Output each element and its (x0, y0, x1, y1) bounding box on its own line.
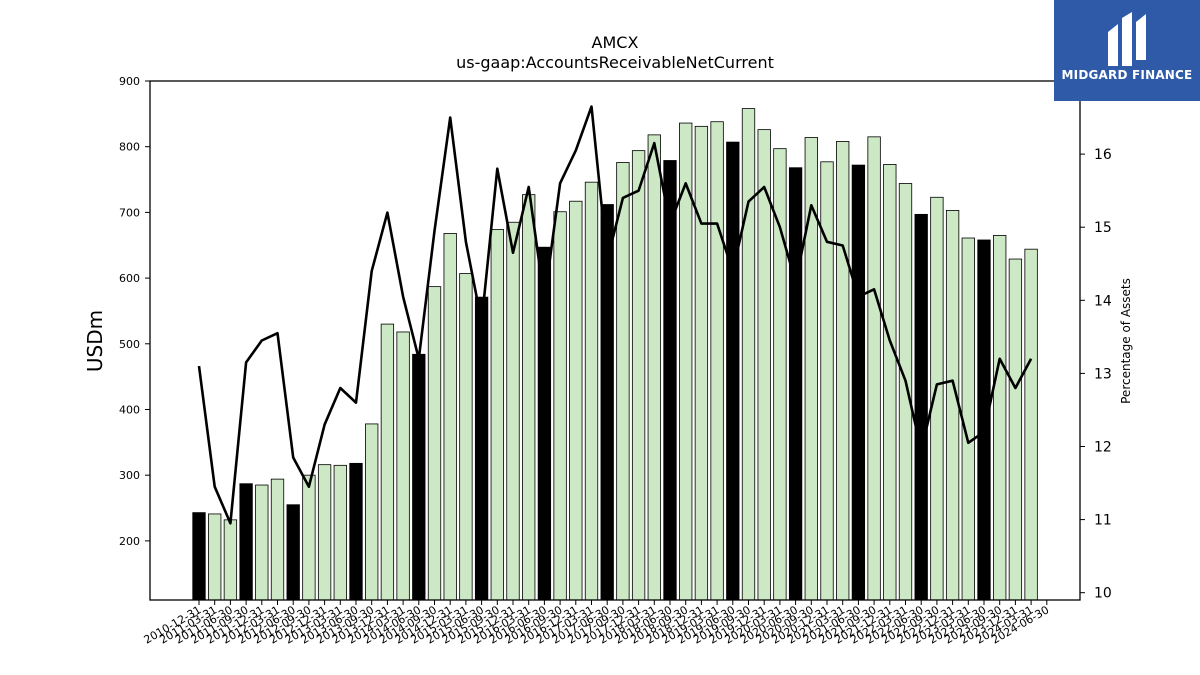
bar (270, 478, 285, 601)
bar (255, 484, 269, 601)
bar (663, 160, 677, 601)
logo-text: MIDGARD FINANCE (1061, 68, 1193, 82)
bar (993, 234, 1007, 601)
midgard-logo-icon (1108, 12, 1146, 66)
chart-subtitle: us-gaap:AccountsReceivableNetCurrent (456, 53, 774, 72)
y-tick-label: 500 (119, 338, 140, 351)
y2-tick-label: 10 (1094, 586, 1112, 602)
bar (474, 296, 489, 601)
bar (694, 125, 709, 601)
bar (1008, 258, 1023, 601)
bar (506, 221, 520, 601)
plot-frame (149, 80, 1081, 601)
bar (726, 141, 740, 601)
bar (898, 183, 913, 601)
bar (710, 121, 724, 601)
y-tick-label: 900 (119, 75, 140, 88)
bar (208, 513, 222, 601)
bar (631, 150, 646, 601)
bar (1024, 248, 1038, 601)
chart-title: AMCX (592, 33, 639, 52)
y2-axis-label: Percentage of Assets (1119, 278, 1133, 404)
bar (192, 512, 206, 601)
y2-tick-label: 15 (1094, 220, 1112, 236)
y-tick-label: 800 (119, 141, 140, 154)
bar (883, 164, 897, 601)
y-tick-label: 600 (119, 272, 140, 285)
bar (396, 331, 410, 601)
bar (836, 141, 850, 601)
bar (380, 323, 395, 601)
bar (223, 519, 238, 601)
bar (490, 229, 504, 601)
y2-tick-label: 14 (1094, 293, 1112, 309)
bar (945, 210, 960, 601)
y2-tick-label: 13 (1094, 366, 1112, 382)
bar (647, 134, 661, 601)
y-tick-label: 200 (119, 535, 140, 548)
bar (977, 239, 991, 601)
bar (961, 237, 975, 601)
pct-assets-line-group (197, 105, 1033, 525)
bar (317, 464, 332, 601)
y-tick-label: 700 (119, 206, 140, 219)
y2-tick-label: 16 (1094, 147, 1112, 163)
y-tick-label: 400 (119, 403, 140, 416)
bar (443, 233, 457, 601)
y2-tick-label: 11 (1094, 513, 1112, 529)
bar (365, 423, 379, 601)
bar (616, 162, 630, 601)
bar (584, 181, 599, 601)
bar (239, 483, 253, 601)
bar (741, 108, 756, 601)
bar (914, 213, 928, 601)
bar (851, 164, 866, 601)
bar (302, 474, 316, 601)
midgard-finance-logo: MIDGARD FINANCE (1054, 0, 1200, 101)
bar (867, 136, 881, 601)
bar (820, 161, 834, 601)
bar (569, 200, 583, 601)
y2-tick-label: 12 (1094, 439, 1112, 455)
bar (349, 462, 363, 601)
bar (333, 464, 347, 601)
bars-group (192, 108, 1038, 601)
y-tick-label: 300 (119, 469, 140, 482)
bar (412, 353, 426, 601)
bar (522, 194, 536, 601)
bar (459, 273, 473, 601)
bar (600, 204, 614, 601)
bar (427, 286, 442, 601)
pct-assets-line (197, 105, 1033, 525)
bar (553, 211, 567, 601)
bar (286, 504, 300, 601)
bar (788, 167, 803, 601)
y-axis-label: USDm (83, 310, 107, 372)
